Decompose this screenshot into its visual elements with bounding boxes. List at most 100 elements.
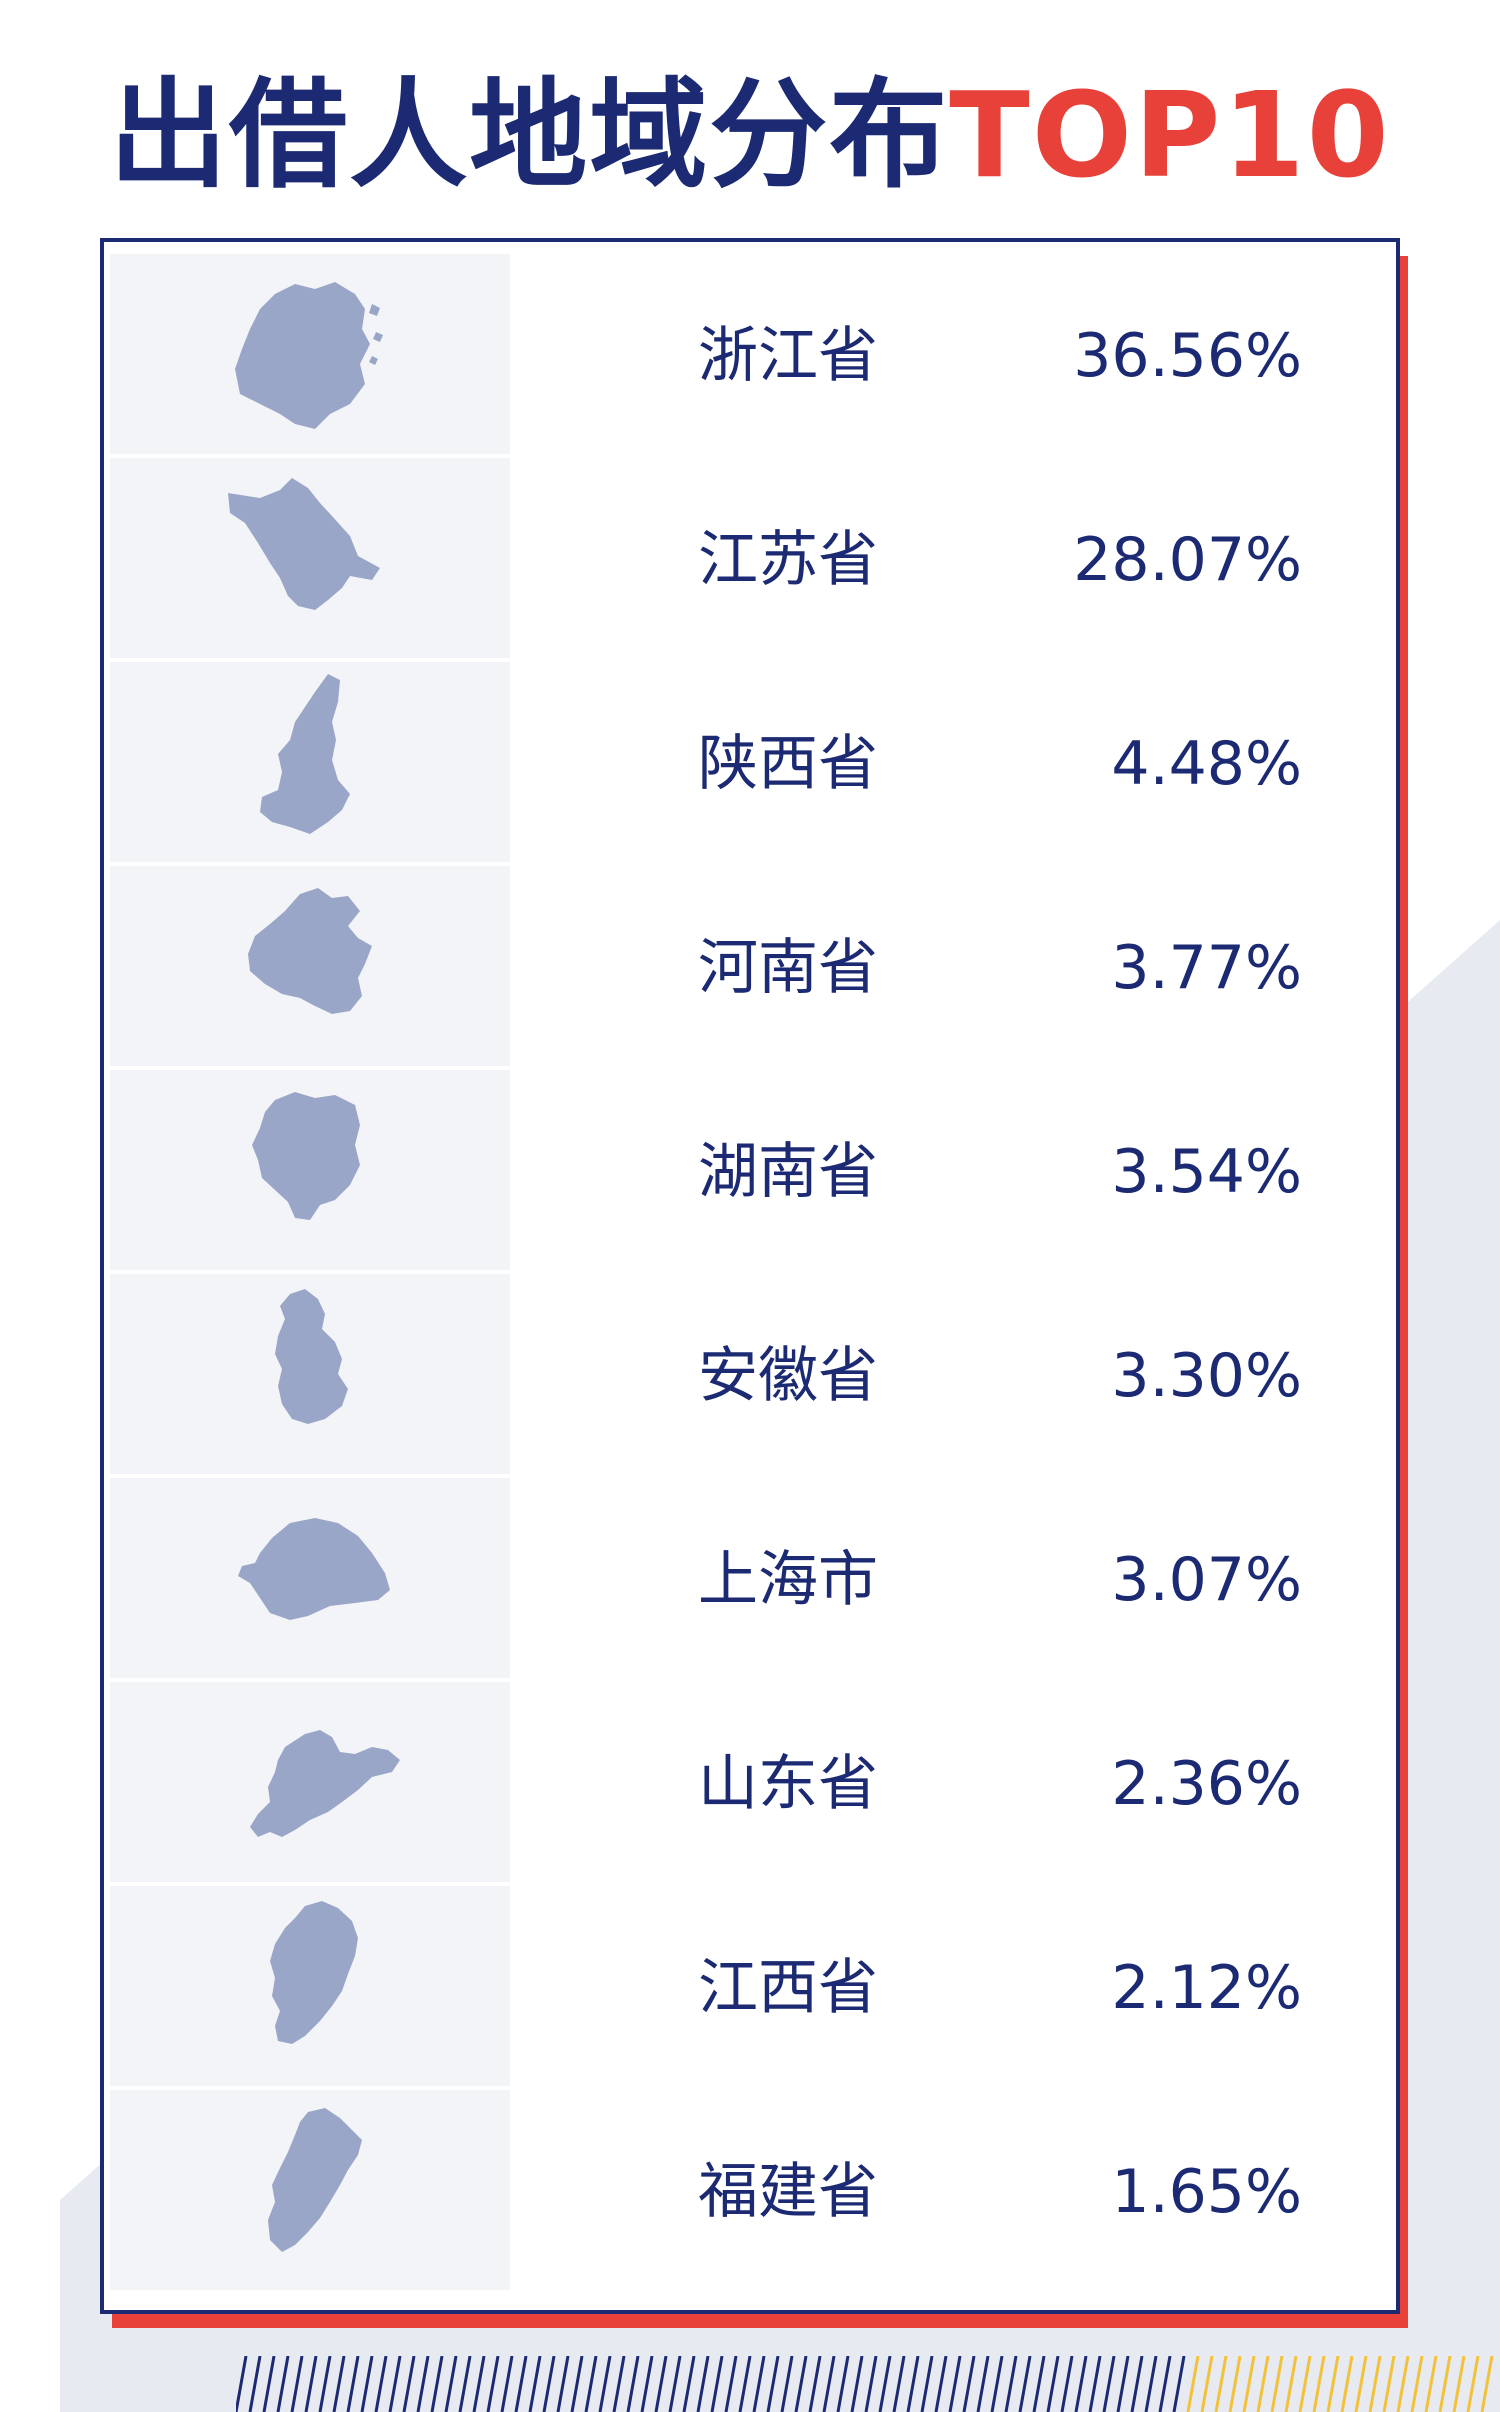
stripe-line bbox=[1144, 2356, 1158, 2412]
stripe-line bbox=[1214, 2356, 1228, 2412]
stripe-line bbox=[304, 2356, 318, 2412]
province-name: 河南省 bbox=[698, 933, 878, 1003]
table-row: 陕西省 4.48% bbox=[110, 662, 1396, 866]
stripe-line bbox=[766, 2356, 780, 2412]
province-percent: 4.48% bbox=[1111, 729, 1302, 799]
fujian-map-icon bbox=[268, 2108, 362, 2252]
title-main: 出借人地域分布 bbox=[109, 66, 950, 204]
stripe-line bbox=[346, 2356, 360, 2412]
province-percent: 3.54% bbox=[1111, 1137, 1302, 1207]
stripe-line bbox=[598, 2356, 612, 2412]
table-row: 河南省 3.77% bbox=[110, 866, 1396, 1070]
stripe-line bbox=[262, 2356, 276, 2412]
stripe-line bbox=[360, 2356, 374, 2412]
stripe-line bbox=[1116, 2356, 1130, 2412]
stripe-line bbox=[710, 2356, 724, 2412]
stripe-line bbox=[1354, 2356, 1368, 2412]
stripe-line bbox=[654, 2356, 668, 2412]
table-row: 浙江省 36.56% bbox=[110, 254, 1396, 458]
stripe-line bbox=[472, 2356, 486, 2412]
page-title: 出借人地域分布TOP10 bbox=[0, 60, 1500, 210]
stripe-line bbox=[850, 2356, 864, 2412]
henan-map-icon bbox=[248, 888, 372, 1014]
map-thumbnail bbox=[110, 662, 510, 862]
shandong-map-icon bbox=[250, 1730, 400, 1837]
stripe-line bbox=[696, 2356, 710, 2412]
province-name: 安徽省 bbox=[698, 1341, 878, 1411]
stripe-line bbox=[1438, 2356, 1452, 2412]
stripe-line bbox=[906, 2356, 920, 2412]
table-row: 安徽省 3.30% bbox=[110, 1274, 1396, 1478]
stripe-line bbox=[948, 2356, 962, 2412]
stripe-line bbox=[1060, 2356, 1074, 2412]
stripe-line bbox=[794, 2356, 808, 2412]
stripe-line bbox=[248, 2356, 262, 2412]
stripe-line bbox=[444, 2356, 458, 2412]
stripe-line bbox=[626, 2356, 640, 2412]
shaanxi-map-icon bbox=[260, 674, 350, 834]
stripe-line bbox=[1018, 2356, 1032, 2412]
ranking-table: 浙江省 36.56% 江苏省 28.07% 陕西省 4.48% 河南省 3.77% 湖南省 3.5… bbox=[100, 238, 1400, 2314]
stripe-line bbox=[1480, 2356, 1494, 2412]
stripe-line bbox=[1004, 2356, 1018, 2412]
map-thumbnail bbox=[110, 1478, 510, 1678]
map-thumbnail bbox=[110, 1274, 510, 1474]
table-row: 江西省 2.12% bbox=[110, 1886, 1396, 2090]
stripe-line bbox=[1312, 2356, 1326, 2412]
stripe-line bbox=[1410, 2356, 1424, 2412]
province-name: 浙江省 bbox=[698, 321, 878, 391]
table-row: 上海市 3.07% bbox=[110, 1478, 1396, 1682]
stripe-line bbox=[1284, 2356, 1298, 2412]
stripe-line bbox=[1368, 2356, 1382, 2412]
stripe-line bbox=[780, 2356, 794, 2412]
province-percent: 2.12% bbox=[1111, 1953, 1302, 2023]
stripe-line bbox=[1158, 2356, 1172, 2412]
stripe-line bbox=[486, 2356, 500, 2412]
stripe-line bbox=[388, 2356, 402, 2412]
map-thumbnail bbox=[110, 866, 510, 1066]
stripe-line bbox=[1186, 2356, 1200, 2412]
map-thumbnail bbox=[110, 2090, 510, 2290]
province-percent: 3.30% bbox=[1111, 1341, 1302, 1411]
province-name: 陕西省 bbox=[698, 729, 878, 799]
map-thumbnail bbox=[110, 1886, 510, 2086]
stripe-line bbox=[528, 2356, 542, 2412]
stripe-line bbox=[236, 2356, 248, 2412]
stripe-line bbox=[976, 2356, 990, 2412]
jiangxi-map-icon bbox=[270, 1901, 358, 2044]
stripe-line bbox=[836, 2356, 850, 2412]
ranking-rows: 浙江省 36.56% 江苏省 28.07% 陕西省 4.48% 河南省 3.77% 湖南省 3.5… bbox=[110, 254, 1396, 2294]
stripe-line bbox=[374, 2356, 388, 2412]
map-thumbnail bbox=[110, 458, 510, 658]
stripe-line bbox=[430, 2356, 444, 2412]
table-row: 福建省 1.65% bbox=[110, 2090, 1396, 2294]
stripe-line bbox=[612, 2356, 626, 2412]
province-percent: 3.77% bbox=[1111, 933, 1302, 1003]
map-thumbnail bbox=[110, 1070, 510, 1270]
stripe-line bbox=[276, 2356, 290, 2412]
stripe-line bbox=[556, 2356, 570, 2412]
stripe-line bbox=[640, 2356, 654, 2412]
table-row: 江苏省 28.07% bbox=[110, 458, 1396, 662]
stripe-line bbox=[1200, 2356, 1214, 2412]
province-percent: 36.56% bbox=[1073, 321, 1302, 391]
map-thumbnail bbox=[110, 1682, 510, 1882]
stripe-line bbox=[290, 2356, 304, 2412]
anhui-map-icon bbox=[275, 1289, 348, 1424]
stripe-line bbox=[864, 2356, 878, 2412]
stripe-line bbox=[1130, 2356, 1144, 2412]
table-row: 山东省 2.36% bbox=[110, 1682, 1396, 1886]
stripe-line bbox=[1466, 2356, 1480, 2412]
province-name: 江苏省 bbox=[698, 525, 878, 595]
stripe-line bbox=[892, 2356, 906, 2412]
stripe-line bbox=[1172, 2356, 1186, 2412]
stripe-line bbox=[1032, 2356, 1046, 2412]
stripe-line bbox=[1102, 2356, 1116, 2412]
stripe-line bbox=[682, 2356, 696, 2412]
stripe-line bbox=[878, 2356, 892, 2412]
stripe-line bbox=[542, 2356, 556, 2412]
stripe-line bbox=[458, 2356, 472, 2412]
shanghai-map-icon bbox=[238, 1518, 390, 1620]
stripe-line bbox=[1242, 2356, 1256, 2412]
province-percent: 2.36% bbox=[1111, 1749, 1302, 1819]
